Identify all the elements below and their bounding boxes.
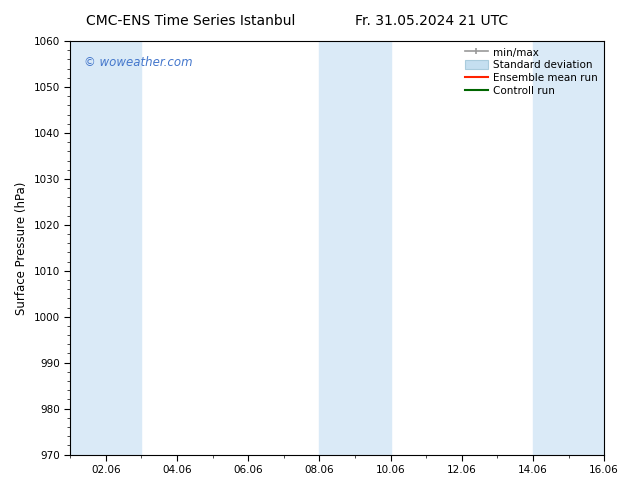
Y-axis label: Surface Pressure (hPa): Surface Pressure (hPa): [15, 181, 28, 315]
Text: CMC-ENS Time Series Istanbul: CMC-ENS Time Series Istanbul: [86, 14, 295, 28]
Bar: [533, 41, 604, 455]
Bar: [70, 41, 141, 455]
Legend: min/max, Standard deviation, Ensemble mean run, Controll run: min/max, Standard deviation, Ensemble me…: [461, 43, 602, 100]
Bar: [320, 41, 391, 455]
Text: Fr. 31.05.2024 21 UTC: Fr. 31.05.2024 21 UTC: [354, 14, 508, 28]
Text: © woweather.com: © woweather.com: [84, 55, 192, 69]
